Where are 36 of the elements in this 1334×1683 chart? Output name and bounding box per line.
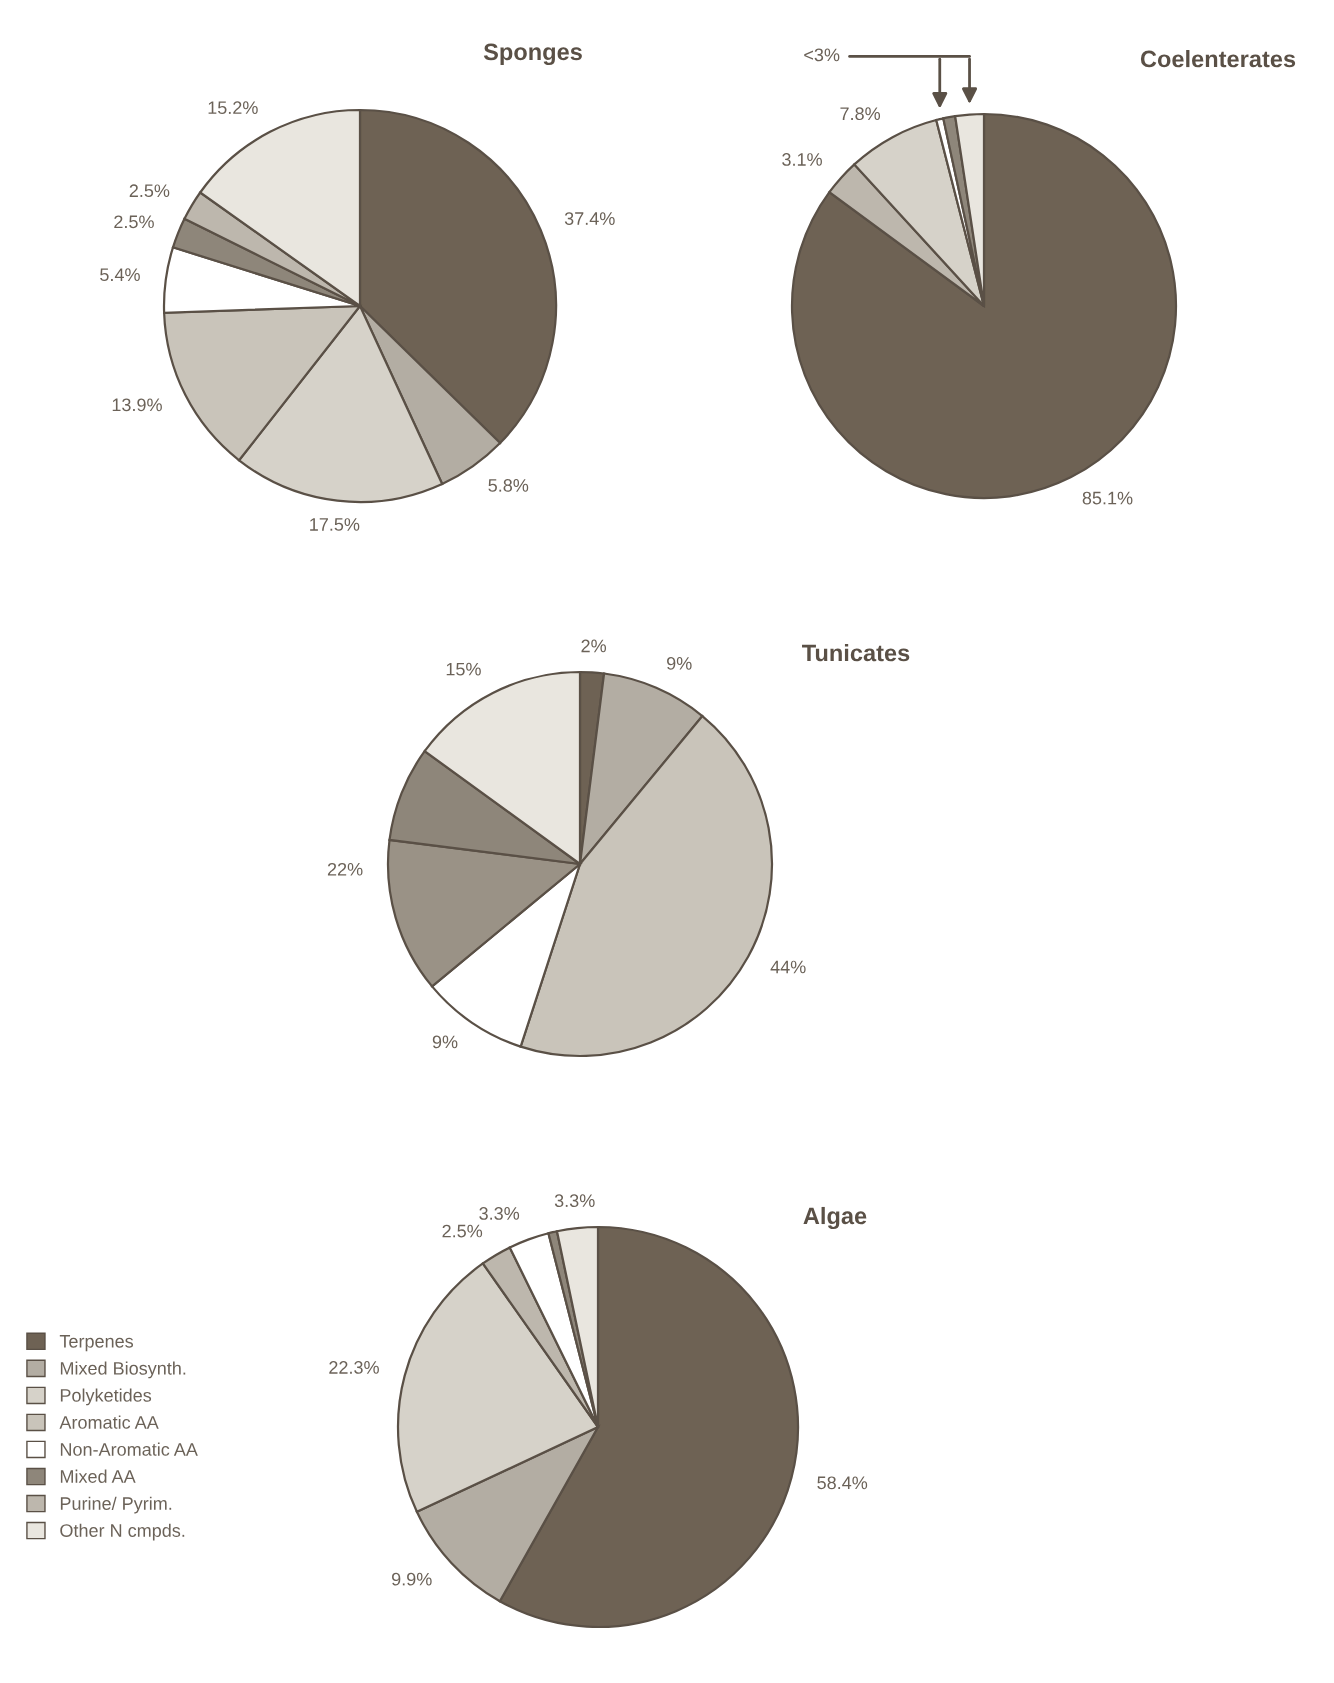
data-label: 9.9%	[392, 1572, 432, 1586]
data-label: 3.1%	[782, 153, 822, 166]
data-label: 2.5%	[114, 215, 154, 229]
data-label: 3.3%	[554, 1194, 595, 1208]
text: Tunicates	[802, 643, 910, 662]
data-label: 58.4%	[817, 1476, 868, 1490]
legend-label: Aromatic AA	[59, 1415, 159, 1429]
legend-label: Polyketides	[60, 1388, 152, 1406]
legend-label: Mixed AA	[60, 1469, 136, 1483]
data-label: 13.9%	[112, 398, 162, 412]
legend-label: Other N cmpds.	[60, 1523, 185, 1541]
legend-label: Purine/ Pyrim.	[60, 1496, 172, 1514]
legend-label: Non-Aromatic AA	[60, 1442, 198, 1456]
text: 22%	[327, 862, 363, 876]
data-label: 37.4%	[564, 212, 615, 225]
data-label: 9%	[432, 1035, 458, 1049]
data-label: 2.5%	[442, 1224, 483, 1238]
chart-title: Sponges	[483, 43, 582, 65]
data-label: 2%	[581, 639, 607, 653]
data-label: 7.8%	[840, 107, 881, 121]
text: Algae	[803, 1206, 867, 1230]
chart-title: Coelenterates	[1140, 50, 1296, 68]
data-label: 17.5%	[310, 518, 360, 531]
data-label: 22.3%	[329, 1361, 379, 1374]
data-label: 5.4%	[100, 268, 140, 282]
data-label: 15.2%	[208, 101, 258, 115]
data-label: 3.3%	[479, 1207, 520, 1220]
data-label: 9%	[667, 656, 692, 670]
text: <3%	[804, 48, 840, 62]
data-label: 2.5%	[129, 184, 170, 198]
legend-label: Mixed Biosynth.	[60, 1361, 186, 1379]
legend-label: Terpenes	[59, 1335, 134, 1352]
data-label: 44%	[770, 960, 806, 974]
data-label: 5.8%	[488, 479, 529, 492]
data-label: 85.1%	[1082, 491, 1133, 505]
data-label: 15%	[446, 662, 481, 676]
